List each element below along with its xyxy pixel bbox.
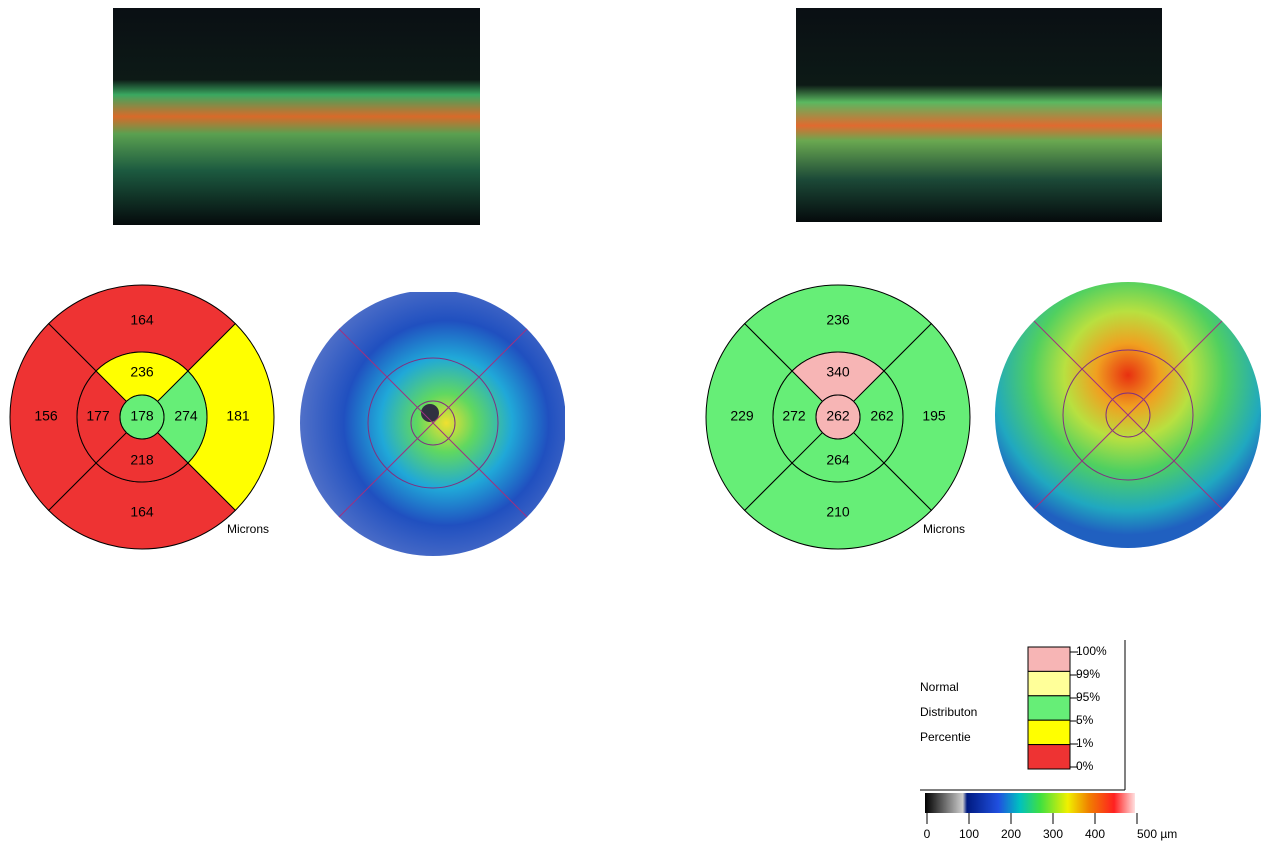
legend-percent: 1% xyxy=(1076,736,1094,750)
unit-label: Microns xyxy=(923,522,965,536)
figure: 164 181 164 156 236 274 218 177 178 Microns 236 195… xyxy=(0,0,1280,843)
color-scale xyxy=(925,793,1135,813)
sector-value: 156 xyxy=(34,408,58,424)
legend-swatch xyxy=(1028,720,1070,744)
scale-label: 300 xyxy=(1043,827,1063,841)
sector-value: 236 xyxy=(826,312,850,328)
oct-scan xyxy=(113,8,480,225)
sector-value: 218 xyxy=(130,452,154,468)
scale-label: 400 xyxy=(1085,827,1105,841)
scale-label: 0 xyxy=(924,827,931,841)
legend-title: Distributon xyxy=(920,705,977,719)
legend-title: Percentie xyxy=(920,730,971,744)
sector-value: 210 xyxy=(826,504,850,520)
scale-label: 100 xyxy=(959,827,979,841)
sector-value: 264 xyxy=(826,452,850,468)
sector-value: 229 xyxy=(730,408,754,424)
thickness-map xyxy=(995,282,1261,548)
sector-value: 272 xyxy=(782,408,806,424)
legend-percent: 0% xyxy=(1076,759,1094,773)
legend-swatch xyxy=(1028,671,1070,695)
sector-value: 164 xyxy=(130,504,154,520)
legend-title: Normal xyxy=(920,680,959,694)
center-value: 178 xyxy=(130,408,154,424)
sector-value: 340 xyxy=(826,364,850,380)
legend-percent: 99% xyxy=(1076,667,1100,681)
legend-swatch xyxy=(1028,745,1070,769)
sector-value: 195 xyxy=(922,408,946,424)
legend-swatch xyxy=(1028,696,1070,720)
oct-scan xyxy=(796,8,1162,222)
legend-percent: 100% xyxy=(1076,644,1107,658)
sector-value: 177 xyxy=(86,408,110,424)
legend-percent: 95% xyxy=(1076,690,1100,704)
sector-value: 262 xyxy=(870,408,894,424)
scale-label: 500 µm xyxy=(1137,827,1177,841)
scale-label: 200 xyxy=(1001,827,1021,841)
legend-swatch xyxy=(1028,647,1070,671)
sector-value: 274 xyxy=(174,408,198,424)
sector-value: 181 xyxy=(226,408,250,424)
sector-value: 164 xyxy=(130,312,154,328)
legend-percent: 5% xyxy=(1076,713,1094,727)
unit-label: Microns xyxy=(227,522,269,536)
thickness-map xyxy=(300,290,566,556)
center-value: 262 xyxy=(826,408,850,424)
sector-value: 236 xyxy=(130,364,154,380)
